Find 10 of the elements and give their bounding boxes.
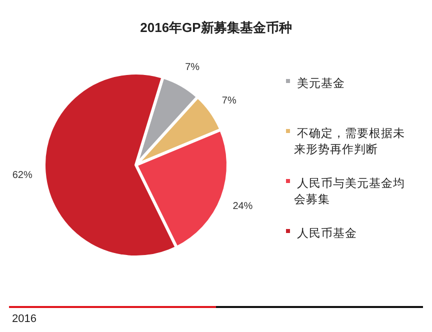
data-label: 7% [185, 62, 200, 73]
text: 2016 [12, 313, 36, 325]
data-label: 24% [232, 201, 253, 212]
chart-title: 2016年GP新募集基金币种 [140, 20, 292, 35]
data-label: 7% [222, 95, 236, 106]
legend-label: 不确定，需要根据未来形势再作判断 [294, 126, 405, 156]
legend-label: 美元基金 [297, 76, 345, 90]
legend-label: 人民币与美元基金均会募集 [294, 176, 405, 206]
data-label: 62% [12, 170, 32, 182]
legend-label: 人民币基金 [297, 226, 357, 240]
